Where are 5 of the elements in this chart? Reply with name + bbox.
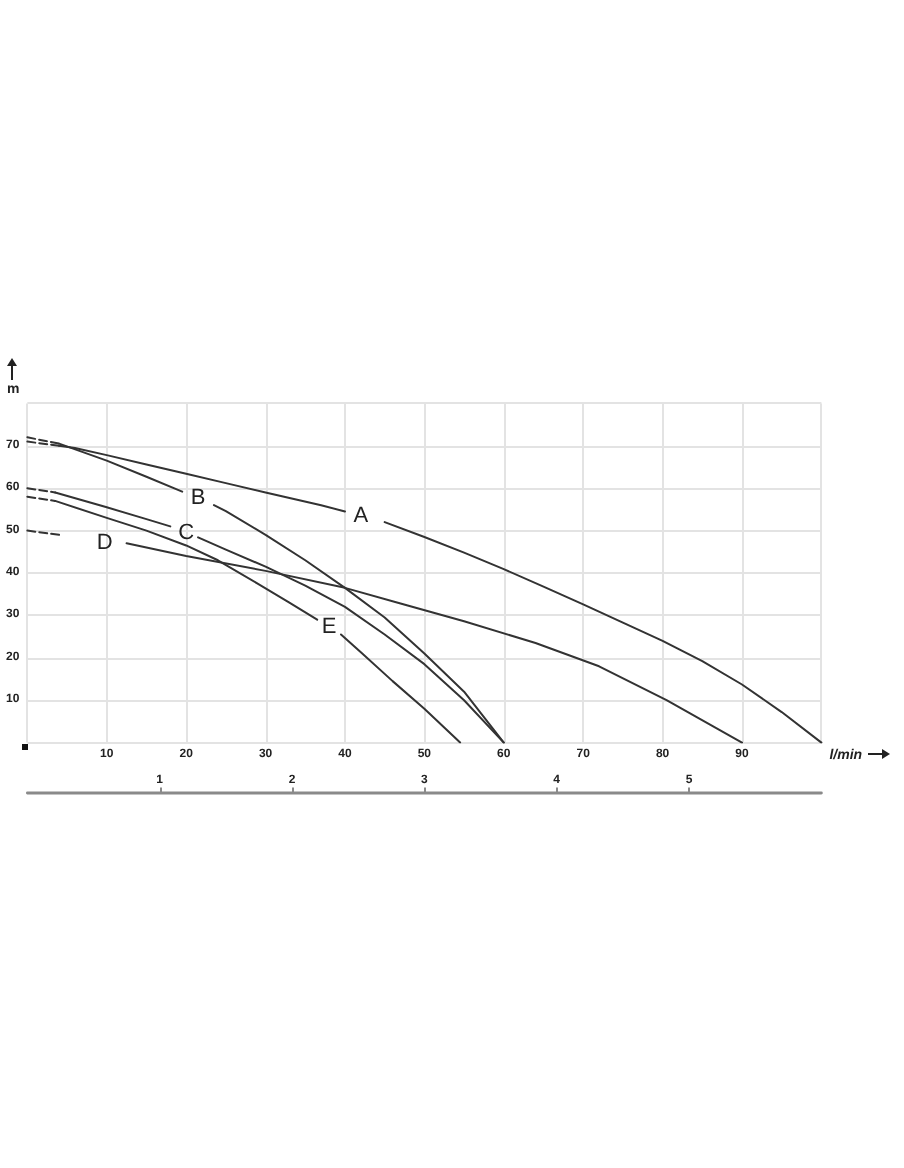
series-label: E — [321, 615, 337, 640]
series-label: D — [96, 531, 113, 556]
series-label: A — [353, 503, 370, 528]
series-label: B — [190, 486, 206, 511]
series-label: C — [178, 520, 195, 545]
